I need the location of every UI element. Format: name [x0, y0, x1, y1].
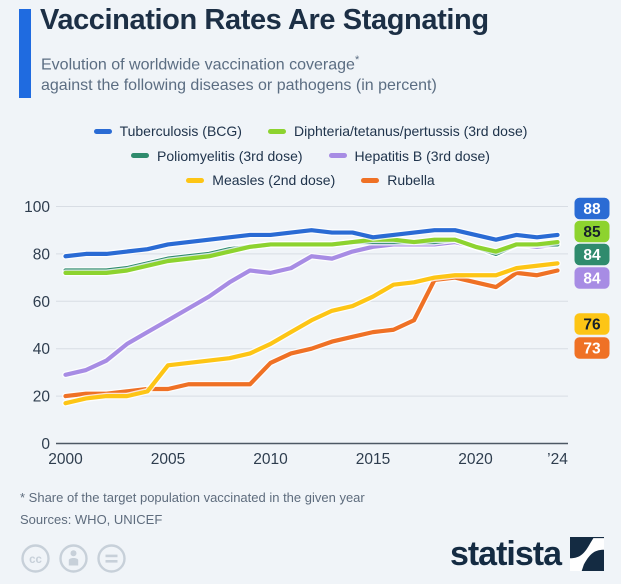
no-derivatives-icon [97, 544, 126, 573]
value-badge-label: 84 [583, 247, 601, 264]
cc-icon: cc [21, 544, 50, 573]
legend-swatch [131, 153, 150, 159]
cc-license-icons[interactable]: cc [20, 543, 127, 574]
legend-item: Poliomyelitis (3rd dose) [131, 148, 303, 164]
value-badge [574, 267, 610, 289]
statista-logo[interactable]: statista [450, 537, 604, 571]
legend-item: Hepatitis B (3rd dose) [328, 147, 490, 164]
x-tick-label: 2005 [151, 451, 185, 468]
value-badge [574, 197, 610, 220]
x-tick-label: 2000 [48, 451, 83, 468]
y-tick-label: 60 [33, 294, 51, 311]
statista-logomark-icon [570, 537, 604, 571]
legend: Tuberculosis (BCG) Diphteria/tetanus/pert… [0, 119, 621, 193]
value-badge [574, 337, 610, 359]
title-accent-bar [19, 9, 31, 98]
x-tick-label: 2015 [356, 451, 390, 468]
legend-item: Measles (2nd dose) [186, 172, 335, 188]
legend-label: Diphteria/tetanus/pertussis (3rd dose) [293, 123, 528, 140]
value-badge [574, 313, 610, 335]
subtitle-asterisk: * [354, 54, 360, 66]
chart-subtitle: Evolution of worldwide vaccination cover… [41, 50, 437, 96]
value-badge-label: 73 [583, 341, 601, 358]
series-line [63, 228, 560, 259]
sources: Sources: WHO, UNICEF [20, 512, 163, 527]
value-badge [574, 220, 610, 243]
attribution-person-icon [59, 544, 88, 573]
y-tick-label: 0 [41, 436, 50, 453]
legend-swatch [186, 177, 205, 183]
chart-title: Vaccination Rates Are Stagnating [40, 4, 489, 36]
legend-item: Tuberculosis (BCG) [93, 123, 242, 140]
legend-label: Tuberculosis (BCG) [119, 123, 242, 140]
legend-swatch [267, 128, 286, 134]
legend-swatch [93, 128, 112, 134]
y-tick-label: 40 [33, 341, 51, 358]
line-chart: 0 20 40 60 80 100 2000 2005 2010 2015 2020 ’24 88 85 8… [24, 197, 610, 468]
subtitle-line1: Evolution of worldwide vaccination cover… [41, 56, 355, 74]
legend-label: Hepatitis B (3rd dose) [354, 147, 490, 164]
x-tick-label: 2010 [253, 451, 288, 468]
legend-label: Poliomyelitis (3rd dose) [157, 147, 303, 164]
legend-swatch [328, 153, 347, 159]
value-badge-label: 88 [583, 201, 601, 218]
y-tick-label: 20 [33, 389, 51, 406]
value-badge-label: 85 [583, 224, 601, 241]
legend-label: Measles (2nd dose) [212, 172, 336, 189]
legend-swatch [361, 177, 380, 183]
legend-item: Rubella [361, 172, 435, 189]
subtitle-line2: against the following diseases or pathog… [41, 77, 437, 95]
legend-item: Diphteria/tetanus/pertussis (3rd dose) [267, 123, 528, 140]
y-tick-label: 80 [33, 246, 51, 263]
legend-label: Rubella [387, 172, 435, 189]
y-tick-label: 100 [24, 199, 50, 216]
value-badge-label: 76 [583, 317, 601, 334]
series-line [63, 261, 560, 406]
x-tick-label: 2020 [458, 451, 493, 468]
x-tick-label: ’24 [547, 451, 568, 468]
svg-text:cc: cc [29, 554, 42, 566]
value-badge-label: 84 [583, 271, 601, 288]
footnote: * Share of the target population vaccina… [20, 490, 365, 505]
series-line [63, 237, 560, 275]
value-badge [574, 243, 610, 266]
statista-wordmark: statista [449, 535, 562, 573]
